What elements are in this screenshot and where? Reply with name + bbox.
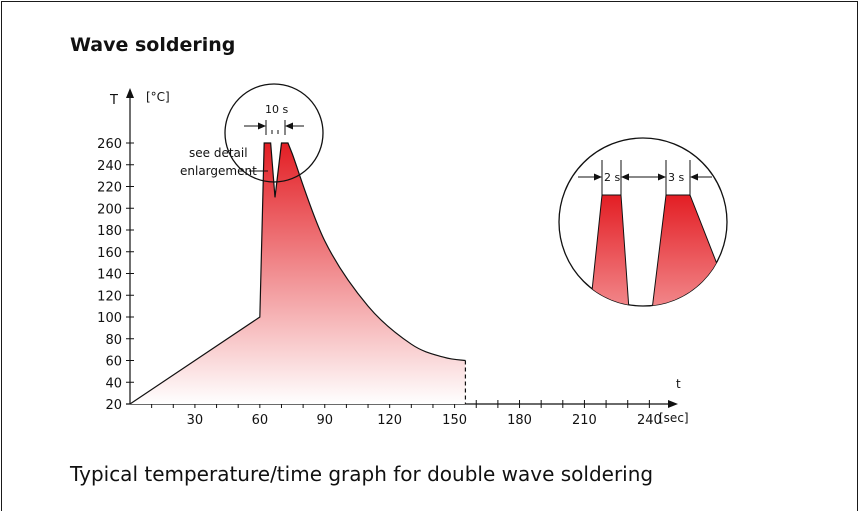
detail-enlargement: 2 s 3 s bbox=[558, 137, 728, 307]
y-axis-arrow bbox=[126, 88, 134, 98]
x-tick-label: 180 bbox=[507, 413, 532, 428]
y-tick-label: 60 bbox=[105, 355, 122, 370]
profile-area bbox=[129, 142, 467, 405]
profile-fill bbox=[130, 143, 466, 404]
x-tick-label: 120 bbox=[377, 413, 402, 428]
x-tick-label: 240 bbox=[637, 413, 662, 428]
detail-callout: 10 s see detail enlargement bbox=[180, 83, 324, 183]
y-tick-label: 40 bbox=[105, 376, 122, 391]
x-tick-label: 90 bbox=[316, 413, 333, 428]
x-axis-arrow bbox=[668, 400, 678, 408]
x-tick-label: 60 bbox=[252, 413, 269, 428]
x-tick-label: 30 bbox=[187, 413, 204, 428]
x-tick-label: 210 bbox=[572, 413, 597, 428]
y-tick-label: 200 bbox=[97, 202, 122, 217]
y-tick-label: 240 bbox=[97, 159, 122, 174]
y-tick-label: 260 bbox=[97, 137, 122, 152]
y-tick-label: 20 bbox=[105, 398, 122, 413]
duration-label: 10 s bbox=[265, 103, 288, 116]
y-tick-label: 220 bbox=[97, 181, 122, 196]
second-wave-label: 3 s bbox=[668, 171, 684, 184]
y-tick-label: 120 bbox=[97, 289, 122, 304]
first-wave-shape bbox=[589, 194, 630, 306]
y-tick-label: 140 bbox=[97, 268, 122, 283]
y-axis-label: T bbox=[109, 93, 118, 108]
enlargement-label: enlargement bbox=[180, 164, 257, 178]
x-tick-label: 150 bbox=[442, 413, 467, 428]
y-tick-label: 80 bbox=[105, 333, 122, 348]
see-detail-label: see detail bbox=[189, 146, 248, 160]
y-tick-label: 160 bbox=[97, 246, 122, 261]
y-axis-unit: [°C] bbox=[146, 90, 170, 104]
x-axis-label: t bbox=[676, 377, 681, 391]
x-axis-unit: [sec] bbox=[659, 411, 689, 425]
y-tick-label: 180 bbox=[97, 224, 122, 239]
first-wave-label: 2 s bbox=[604, 171, 620, 184]
profile-line bbox=[129, 142, 466, 405]
figure-caption: Typical temperature/time graph for doubl… bbox=[70, 462, 654, 486]
y-tick-label: 100 bbox=[97, 311, 122, 326]
figure-title: Wave soldering bbox=[70, 34, 236, 56]
